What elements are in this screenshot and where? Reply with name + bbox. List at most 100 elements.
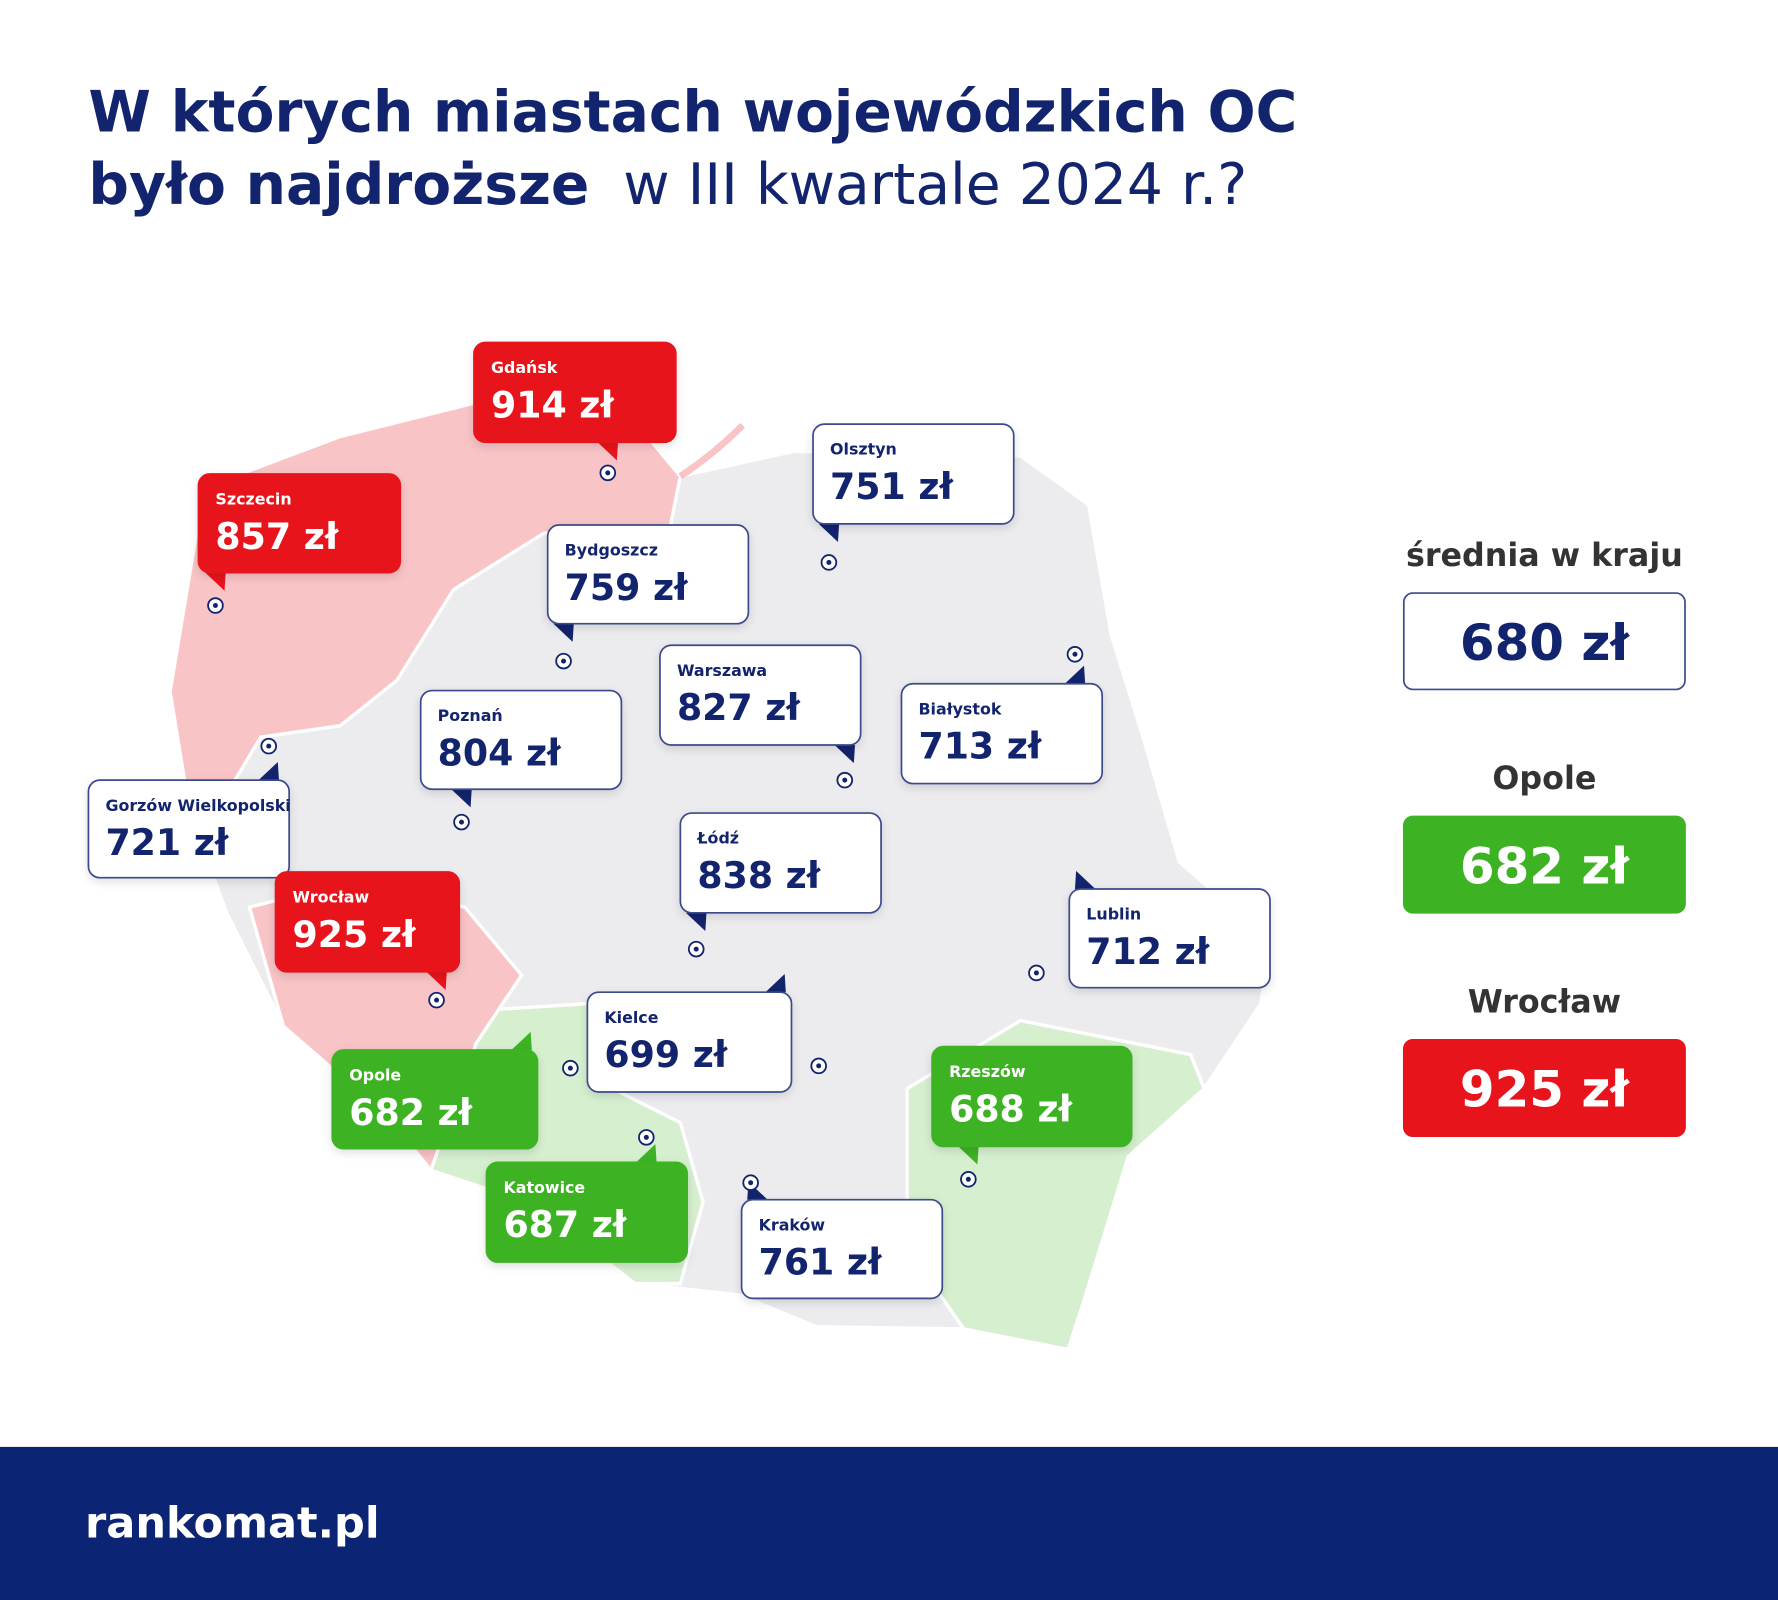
- label-tail: [597, 442, 618, 461]
- logo: rankomat.pl: [85, 1499, 380, 1549]
- label-box: [679, 812, 882, 914]
- city-pin-dot: [1033, 970, 1039, 976]
- city-pin-dot: [1072, 651, 1078, 657]
- city-name: Wrocław: [293, 888, 370, 907]
- legend-price: 925 zł: [1460, 1061, 1631, 1119]
- label-box: [931, 1045, 1133, 1148]
- label-tail: [511, 1031, 532, 1051]
- city-label: Olsztyn 751 zł: [812, 423, 1015, 571]
- city-name: Gdańsk: [491, 358, 558, 377]
- city-pin-dot: [643, 1134, 649, 1140]
- label-tail: [636, 1144, 657, 1163]
- city-label: Łódź 838 zł: [679, 812, 882, 958]
- title: było najdroższe w III kwartale 2024 r.?: [88, 152, 1247, 218]
- city-price: 682 zł: [349, 1091, 473, 1134]
- city-price: 827 zł: [677, 686, 801, 729]
- label-box: [812, 423, 1015, 525]
- legend-box: [1402, 1038, 1686, 1138]
- label-tail: [958, 1146, 979, 1165]
- city-name: Białystok: [918, 699, 1001, 718]
- city-label: Kraków 761 zł: [740, 1174, 944, 1300]
- label-tail: [451, 789, 472, 808]
- label-box: [419, 689, 623, 791]
- label-box: [586, 991, 793, 1093]
- city-pin-dot: [212, 603, 218, 609]
- city-price: 712 zł: [1086, 930, 1210, 973]
- label-box: [274, 871, 461, 973]
- city-price: 721 zł: [105, 821, 229, 864]
- city-name: Łódź: [696, 829, 739, 848]
- city-label: Poznań 804 zł: [419, 689, 623, 831]
- legend-label: średnia w kraju: [1406, 538, 1683, 574]
- city-price: 925 zł: [293, 913, 417, 956]
- city-price: 713 zł: [918, 725, 1042, 768]
- label-box: [197, 473, 402, 574]
- city-name: Gorzów Wielkopolski: [105, 796, 290, 815]
- city-price: 699 zł: [604, 1033, 728, 1076]
- city-name: Kraków: [759, 1215, 826, 1234]
- legend-price: 682 zł: [1460, 837, 1631, 895]
- city-name: Opole: [349, 1066, 401, 1085]
- city-label: Kielce 699 zł: [586, 974, 827, 1093]
- city-label: Szczecin 857 zł: [197, 473, 402, 614]
- label-tail: [765, 974, 786, 993]
- city-name: Olsztyn: [830, 440, 897, 459]
- label-box: [740, 1198, 944, 1300]
- city-pin-dot: [842, 777, 848, 783]
- legend-item: Opole 682 zł: [1402, 761, 1686, 914]
- legend-item: średnia w kraju 680 zł: [1402, 538, 1686, 691]
- city-label: Bydgoszcz 759 zł: [546, 524, 750, 670]
- label-tail: [686, 912, 707, 931]
- city-pin-dot: [434, 997, 440, 1003]
- legend-price: 680 zł: [1460, 614, 1631, 672]
- label-box: [87, 779, 291, 879]
- city-price: 687 zł: [503, 1203, 627, 1246]
- city-pin-dot: [605, 470, 611, 476]
- city-name: Kielce: [604, 1008, 658, 1027]
- city-price: 857 zł: [215, 515, 339, 558]
- label-box: [659, 644, 862, 746]
- city-label: Rzeszów 688 zł: [931, 1045, 1133, 1188]
- city-name: Szczecin: [215, 490, 291, 509]
- city-pin-dot: [693, 946, 699, 952]
- legend-box: [1402, 592, 1686, 691]
- city-label: Lublin 712 zł: [1028, 870, 1271, 989]
- city-pin-dot: [826, 559, 832, 565]
- city-pin-dot: [965, 1176, 971, 1182]
- city-label: Wrocław 925 zł: [274, 871, 461, 1009]
- label-box: [473, 341, 677, 444]
- city-pin-dot: [748, 1180, 754, 1186]
- city-price: 751 zł: [830, 465, 954, 508]
- city-label: Białystok 713 zł: [900, 646, 1104, 785]
- city-pin-dot: [816, 1063, 822, 1069]
- label-tail: [258, 762, 279, 781]
- city-name: Katowice: [503, 1178, 585, 1197]
- label-box: [546, 524, 750, 625]
- city-name: Bydgoszcz: [565, 541, 658, 560]
- city-price: 838 zł: [697, 854, 821, 897]
- label-tail: [1064, 665, 1086, 684]
- legend-item: Wrocław 925 zł: [1402, 985, 1686, 1138]
- label-tail: [818, 523, 840, 543]
- city-name: Lublin: [1086, 905, 1141, 924]
- label-box: [485, 1161, 689, 1263]
- legend-label: Wrocław: [1468, 985, 1621, 1021]
- city-label: Gorzów Wielkopolski 721 zł: [87, 737, 291, 879]
- legend-box: [1402, 815, 1686, 914]
- city-pin-dot: [459, 819, 465, 825]
- title: W których miastach wojewódzkich OC: [88, 80, 1297, 146]
- city-labels: Gdańsk 914 zł Szczecin 857 zł Olsztyn 751 zł B…: [87, 341, 1271, 1300]
- label-box: [331, 1049, 539, 1150]
- label-box: [900, 682, 1104, 785]
- city-name: Rzeszów: [949, 1062, 1026, 1081]
- city-label: Warszawa 827 zł: [659, 644, 862, 789]
- city-pin-dot: [567, 1065, 573, 1071]
- map-coast: [678, 422, 746, 480]
- city-pin-dot: [266, 743, 272, 749]
- city-name: Poznań: [438, 706, 503, 725]
- title-bold: było najdroższe: [88, 152, 589, 218]
- label-tail: [205, 572, 226, 591]
- city-label: Katowice 687 zł: [485, 1129, 689, 1263]
